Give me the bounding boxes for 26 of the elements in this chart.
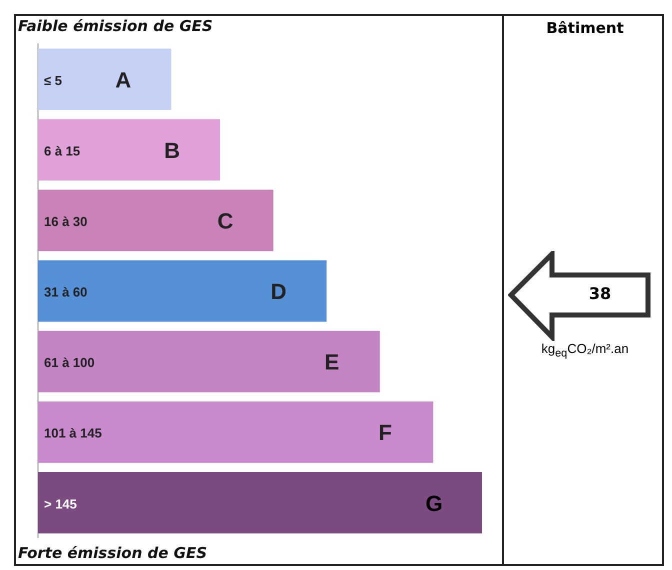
bar <box>38 472 482 534</box>
y-tick-label: G <box>425 490 443 516</box>
y-tick-label: D <box>270 279 287 304</box>
text: Forte émission de GES <box>18 544 207 562</box>
y-tick-label: E <box>324 350 340 375</box>
text: 38 <box>588 284 612 303</box>
bar <box>38 330 380 392</box>
text: Bâtiment <box>545 19 625 37</box>
annotation: 101 à 145 <box>44 426 102 441</box>
bar <box>38 48 172 110</box>
text: kg$_{eq}$CO₂/m².an <box>540 341 630 360</box>
bar <box>38 260 327 322</box>
annotation: 6 à 15 <box>44 143 80 158</box>
y-tick-label: A <box>115 67 132 92</box>
bar <box>38 190 274 252</box>
y-tick-label: C <box>217 208 234 234</box>
annotation: > 145 <box>44 496 77 512</box>
annotation: 61 à 100 <box>44 355 95 370</box>
annotation: 16 à 30 <box>44 214 88 230</box>
chart-title: Faible émission de GES <box>18 17 213 35</box>
bar <box>38 401 434 463</box>
y-tick-label: B <box>164 138 180 163</box>
annotation: 31 à 60 <box>44 284 88 300</box>
annotation: ≤ 5 <box>44 72 62 88</box>
y-tick-label: F <box>378 420 392 446</box>
bar <box>38 119 220 181</box>
